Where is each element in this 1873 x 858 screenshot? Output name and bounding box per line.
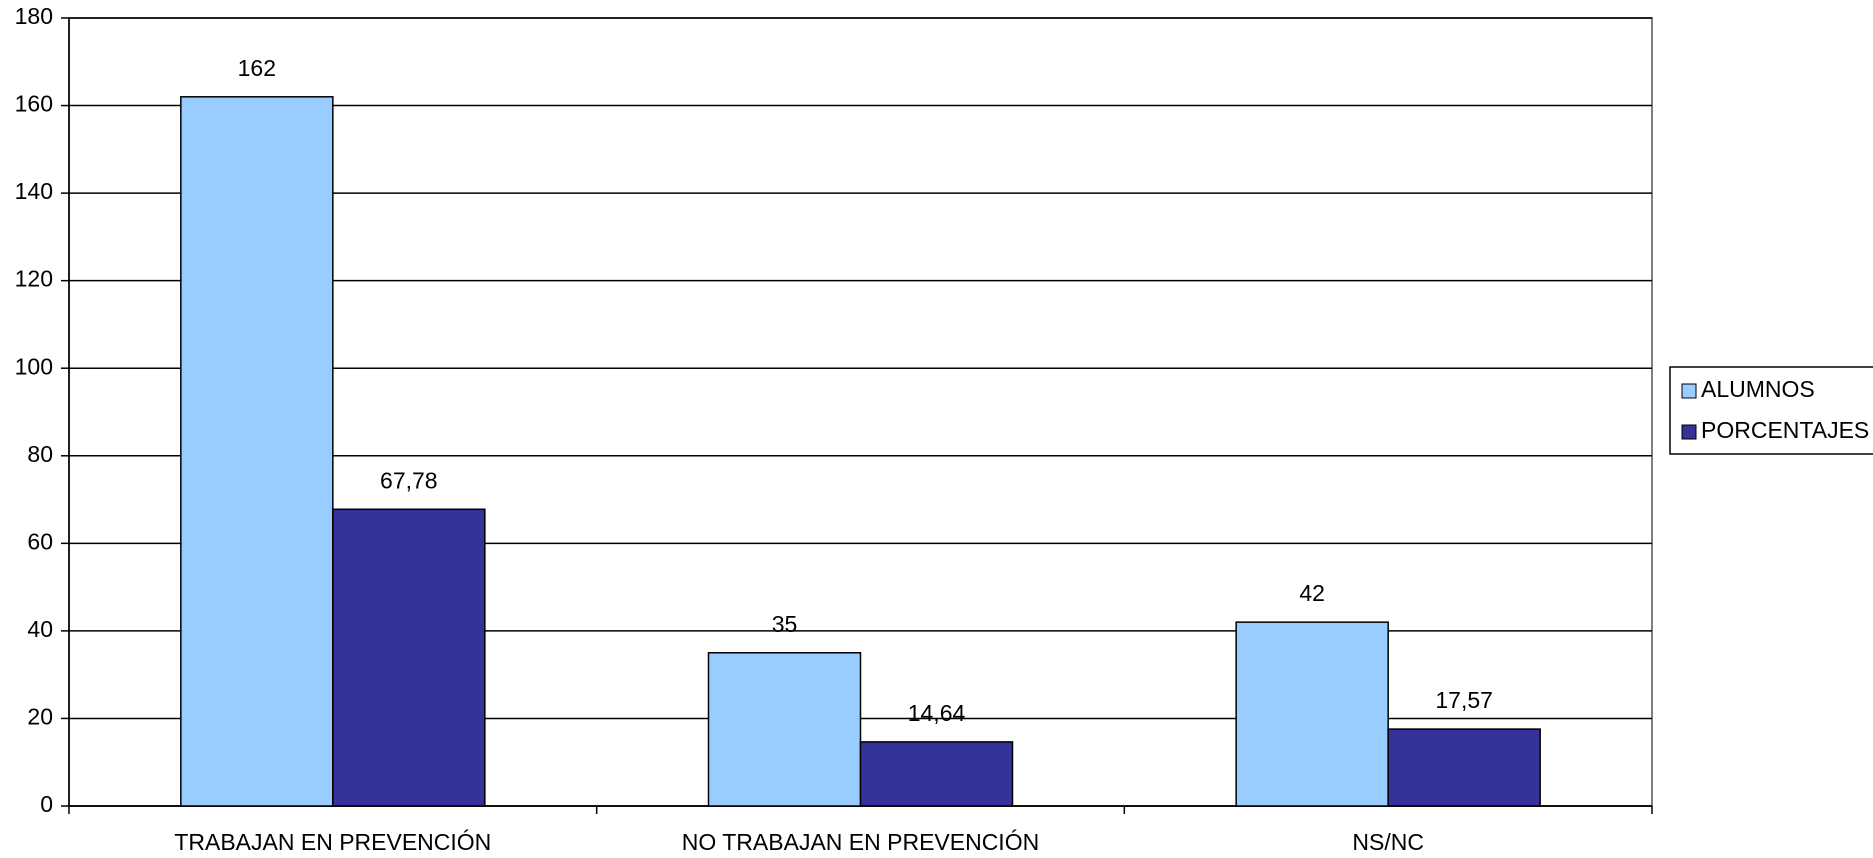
y-tick-label: 140 — [15, 178, 53, 204]
legend-label: PORCENTAJES — [1701, 417, 1869, 443]
y-tick-label: 60 — [27, 528, 53, 554]
y-tick-label: 120 — [15, 266, 53, 292]
bar — [859, 741, 1014, 807]
y-tick-label: 100 — [15, 353, 53, 379]
value-label: 35 — [772, 611, 798, 637]
bar — [1235, 621, 1389, 807]
value-label: 162 — [238, 55, 276, 81]
x-tick-label: NO TRABAJAN EN PREVENCIÓN — [682, 829, 1039, 855]
legend-swatch — [1681, 383, 1697, 399]
bar — [1387, 728, 1541, 807]
bar — [180, 96, 334, 807]
bar — [332, 508, 486, 807]
value-label: 67,78 — [380, 467, 438, 493]
y-tick-label: 80 — [27, 441, 53, 467]
y-tick-label: 40 — [27, 616, 53, 642]
value-label: 17,57 — [1435, 687, 1493, 713]
legend-box — [1669, 366, 1873, 455]
x-tick-label: TRABAJAN EN PREVENCIÓN — [174, 829, 491, 855]
y-tick-label: 20 — [27, 704, 53, 730]
y-tick-label: 180 — [15, 3, 53, 29]
legend-swatch — [1681, 424, 1697, 440]
x-tick-label: NS/NC — [1352, 829, 1424, 855]
y-tick-label: 160 — [15, 91, 53, 117]
legend-label: ALUMNOS — [1701, 376, 1815, 402]
value-label: 14,64 — [908, 700, 966, 726]
bar — [707, 652, 862, 807]
y-tick-label: 0 — [40, 791, 53, 817]
value-label: 42 — [1299, 580, 1325, 606]
